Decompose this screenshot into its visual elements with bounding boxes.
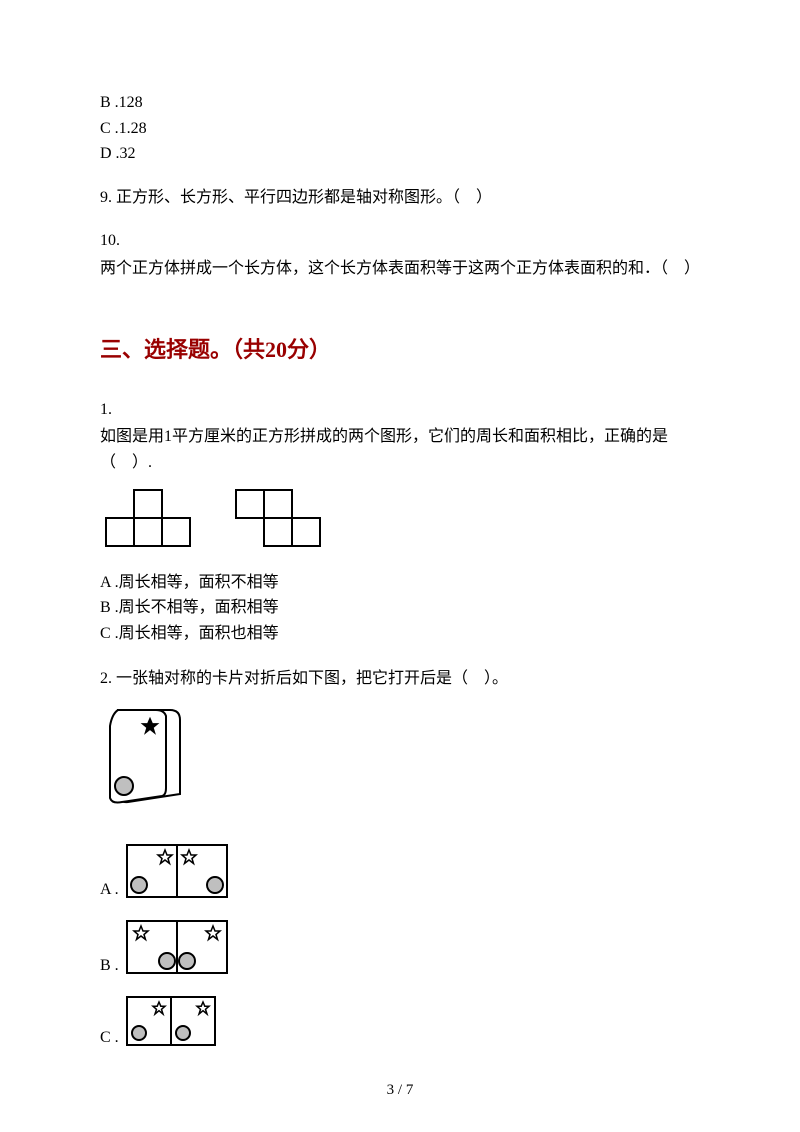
q9-prompt: 9. 正方形、长方形、平行四边形都是轴对称图形。（ ）	[100, 185, 700, 211]
s3q1-body: 如图是用1平方厘米的正方形拼成的两个图形，它们的周长和面积相比，正确的是（ ）.	[100, 424, 700, 475]
s3q2-optC-figure	[123, 993, 223, 1051]
s3q1-shape2	[230, 484, 348, 552]
s3q2-optA-figure	[123, 841, 233, 903]
s3q2-letter-a: A .	[100, 877, 119, 903]
s3q1-number: 1.	[100, 397, 700, 423]
s3q1-option-c: C .周长相等，面积也相等	[100, 621, 700, 647]
s3q1-option-a: A .周长相等，面积不相等	[100, 570, 700, 596]
s3q1-shape1	[100, 484, 206, 552]
s3q2-option-a: A .	[100, 841, 700, 903]
s3q2-letter-c: C .	[100, 1025, 119, 1051]
s3q2-letter-b: B .	[100, 953, 119, 979]
s3q1-option-b: B .周长不相等，面积相等	[100, 595, 700, 621]
q8-option-c: C .1.28	[100, 116, 700, 142]
q10-body: 两个正方体拼成一个长方体，这个长方体表面积等于这两个正方体表面积的和．（ ）	[100, 256, 700, 282]
q8-option-d: D .32	[100, 141, 700, 167]
q8-option-b: B .128	[100, 90, 700, 116]
s3q2-folded-card	[100, 706, 700, 817]
s3q1-figures	[100, 484, 700, 552]
section3-heading: 三、选择题。（共20分）	[100, 332, 700, 367]
s3q2-option-b: B .	[100, 917, 700, 979]
q10-number: 10.	[100, 228, 700, 254]
s3q2-option-c: C .	[100, 993, 700, 1051]
s3q2-optB-figure	[123, 917, 233, 979]
page-number: 3 / 7	[0, 1078, 800, 1102]
s3q2-prompt: 2. 一张轴对称的卡片对折后如下图，把它打开后是（ ）。	[100, 666, 700, 692]
